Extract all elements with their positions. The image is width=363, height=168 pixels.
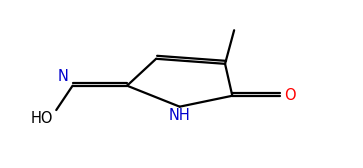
Text: NH: NH: [169, 108, 191, 122]
Text: O: O: [284, 88, 295, 103]
Text: N: N: [58, 69, 69, 84]
Text: HO: HO: [30, 111, 53, 126]
